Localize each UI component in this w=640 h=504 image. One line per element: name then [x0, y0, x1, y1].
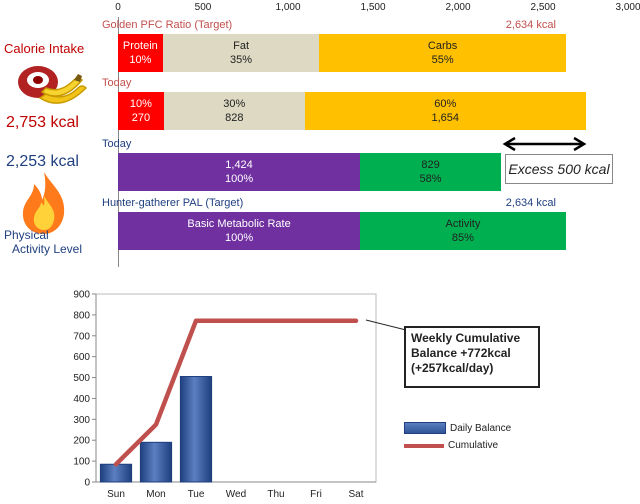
legend-daily-balance-label: Daily Balance — [450, 422, 512, 434]
y-tick-label: 900 — [73, 290, 90, 301]
x-tick-label: Sat — [348, 489, 363, 500]
row-title: Today — [102, 138, 132, 150]
x-tick-label: Wed — [226, 489, 246, 500]
y-tick-label: 600 — [73, 352, 90, 363]
top-axis-tick: 2,000 — [445, 2, 471, 13]
segment-label: 30% — [223, 98, 246, 110]
y-tick-label: 300 — [73, 415, 90, 426]
activity-label-line2: Activity Level — [12, 242, 83, 256]
top-axis-tick: 3,000 — [615, 2, 640, 13]
weekly-balance-chart: 0 100 200 300 400 500 600 700 800 900 Sun Mon Tue Wed… — [73, 290, 377, 500]
row-total: 2,634 kcal — [505, 197, 556, 209]
legend-line-swatch — [404, 443, 444, 448]
y-tick-label: 0 — [84, 478, 90, 489]
segment-label: Basic Metabolic Rate — [187, 218, 291, 230]
callout-line1: Weekly Cumulative — [411, 331, 521, 345]
flame-icon — [22, 172, 65, 234]
calorie-intake-value: 2,753 kcal — [6, 114, 79, 131]
segment-value: 85% — [451, 232, 474, 244]
segment-label: 1,424 — [225, 159, 253, 171]
bar-segment: Protein 10% — [118, 34, 163, 72]
segment-value: 270 — [131, 112, 151, 124]
callout-line2: Balance +772kcal — [411, 346, 511, 360]
bar-segment: 60% 1,654 — [304, 92, 586, 130]
x-tick-label: Mon — [146, 489, 165, 500]
bar-segment: 30% 828 — [163, 92, 305, 130]
bar-segment: Activity 85% — [360, 212, 566, 250]
y-tick-label: 200 — [73, 436, 90, 447]
x-tick-label: Fri — [310, 489, 322, 500]
segment-value: 35% — [230, 54, 253, 66]
x-tick-label: Thu — [267, 489, 284, 500]
y-tick-label: 800 — [73, 310, 90, 321]
top-axis-line — [118, 17, 119, 267]
row-title: Hunter-gatherer PAL (Target) — [102, 197, 244, 209]
legend-bar-swatch — [404, 422, 446, 434]
activity-value: 2,253 kcal — [6, 153, 79, 170]
bar-daily-balance — [139, 441, 173, 483]
bar-daily-balance — [179, 376, 213, 483]
segment-label: Activity — [445, 218, 481, 230]
x-tick-label: Sun — [107, 489, 125, 500]
segment-label: Fat — [233, 40, 250, 52]
bar-segment: 829 58% — [360, 153, 501, 191]
y-tick-label: 700 — [73, 331, 90, 342]
legend-cumulative-label: Cumulative — [448, 440, 499, 451]
legend-cumulative: Cumulative — [404, 440, 498, 451]
segment-label: Carbs — [427, 40, 458, 52]
top-axis-tick: 1,000 — [275, 2, 301, 13]
activity-label-line1: Physical — [4, 228, 49, 242]
row-title: Today — [102, 77, 132, 89]
meal-icon — [18, 66, 88, 104]
top-axis-tick: 1,500 — [360, 2, 386, 13]
segment-value: 58% — [419, 173, 442, 185]
bar-segment: 1,424 100% — [118, 153, 361, 191]
bar-daily-balance — [99, 463, 133, 483]
segment-label: 829 — [421, 159, 440, 171]
cumulative-line — [113, 318, 359, 467]
segment-value: 100% — [224, 173, 254, 185]
cumulative-callout: Weekly Cumulative Balance +772kcal (+257… — [404, 326, 540, 388]
top-axis-tick: 0 — [115, 2, 121, 13]
y-tick-label: 500 — [73, 373, 90, 384]
x-tick-label: Tue — [188, 489, 205, 500]
segment-value: 1,654 — [431, 112, 459, 124]
callout-line3: (+257kcal/day) — [411, 361, 494, 375]
row-total: 2,634 kcal — [505, 19, 556, 31]
top-axis-tick: 2,500 — [530, 2, 556, 13]
y-tick-label: 400 — [73, 394, 90, 405]
bar-segment: Carbs 55% — [319, 34, 566, 72]
bar-segment: Fat 35% — [162, 34, 320, 72]
y-tick-label: 100 — [73, 457, 90, 468]
row-title: Golden PFC Ratio (Target) — [102, 19, 233, 31]
legend-daily-balance: Daily Balance — [404, 422, 511, 434]
segment-value: 828 — [225, 112, 244, 124]
top-axis-tick: 500 — [194, 2, 212, 13]
segment-label: 10% — [129, 98, 152, 110]
segment-label: 60% — [434, 98, 457, 110]
callout-pointer — [365, 319, 407, 331]
segment-label: Protein — [122, 40, 158, 52]
excess-label: Excess 500 kcal — [505, 154, 613, 184]
calorie-intake-label: Calorie Intake — [4, 41, 85, 56]
bar-segment: Basic Metabolic Rate 100% — [118, 212, 361, 250]
segment-value: 100% — [224, 232, 254, 244]
segment-value: 55% — [431, 54, 454, 66]
segment-value: 10% — [129, 54, 152, 66]
bar-segment: 10% 270 — [118, 92, 164, 130]
